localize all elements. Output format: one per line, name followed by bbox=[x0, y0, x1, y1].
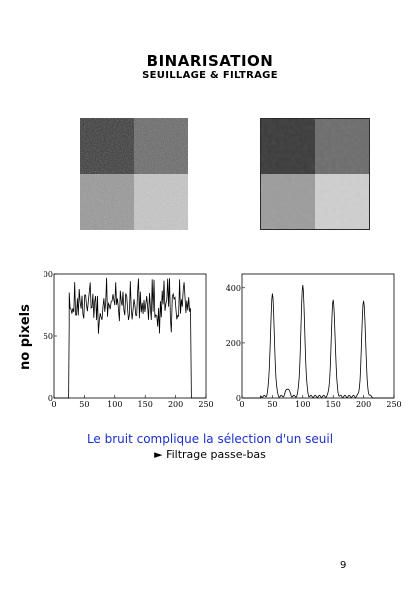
page-subtitle: SEUILLAGE & FILTRAGE bbox=[142, 70, 278, 81]
caption: Le bruit complique la sélection d'un seu… bbox=[86, 432, 334, 446]
filtered-quadrants-image bbox=[260, 118, 370, 230]
bullet-icon: ► bbox=[154, 448, 163, 461]
x-tick-label: 250 bbox=[386, 400, 401, 409]
y-tick-label: 400 bbox=[226, 284, 241, 293]
page-number: 9 bbox=[340, 560, 347, 571]
x-tick-label: 150 bbox=[326, 400, 341, 409]
y-axis-label: no pixels bbox=[18, 304, 33, 370]
page-title: BINARISATION bbox=[146, 52, 274, 70]
noisy-quadrants-image bbox=[80, 118, 188, 230]
x-tick-label: 200 bbox=[168, 400, 183, 409]
x-tick-label: 0 bbox=[239, 400, 244, 409]
bullet-text: Filtrage passe-bas bbox=[166, 448, 266, 461]
x-tick-label: 250 bbox=[198, 400, 213, 409]
y-tick-label: 50 bbox=[44, 332, 53, 341]
noisy-histogram-chart: 0 50 100 150 200 250 0 50 100 bbox=[44, 270, 214, 409]
y-tick-label: 0 bbox=[48, 394, 53, 403]
y-tick-label: 0 bbox=[236, 394, 241, 403]
x-tick-label: 200 bbox=[356, 400, 371, 409]
x-tick-label: 50 bbox=[79, 400, 89, 409]
bullet-point: ► Filtrage passe-bas bbox=[0, 448, 420, 461]
y-tick-label: 100 bbox=[44, 270, 53, 279]
x-tick-label: 50 bbox=[267, 400, 277, 409]
x-tick-label: 0 bbox=[51, 400, 56, 409]
histogram-line bbox=[242, 285, 394, 399]
x-tick-label: 100 bbox=[295, 400, 310, 409]
histogram-line bbox=[54, 277, 206, 399]
x-tick-label: 100 bbox=[107, 400, 122, 409]
x-tick-label: 150 bbox=[138, 400, 153, 409]
filtered-histogram-chart: 0 50 100 150 200 250 0 200 400 bbox=[226, 273, 402, 409]
y-tick-label: 200 bbox=[226, 339, 241, 348]
plot-frame bbox=[241, 273, 395, 399]
